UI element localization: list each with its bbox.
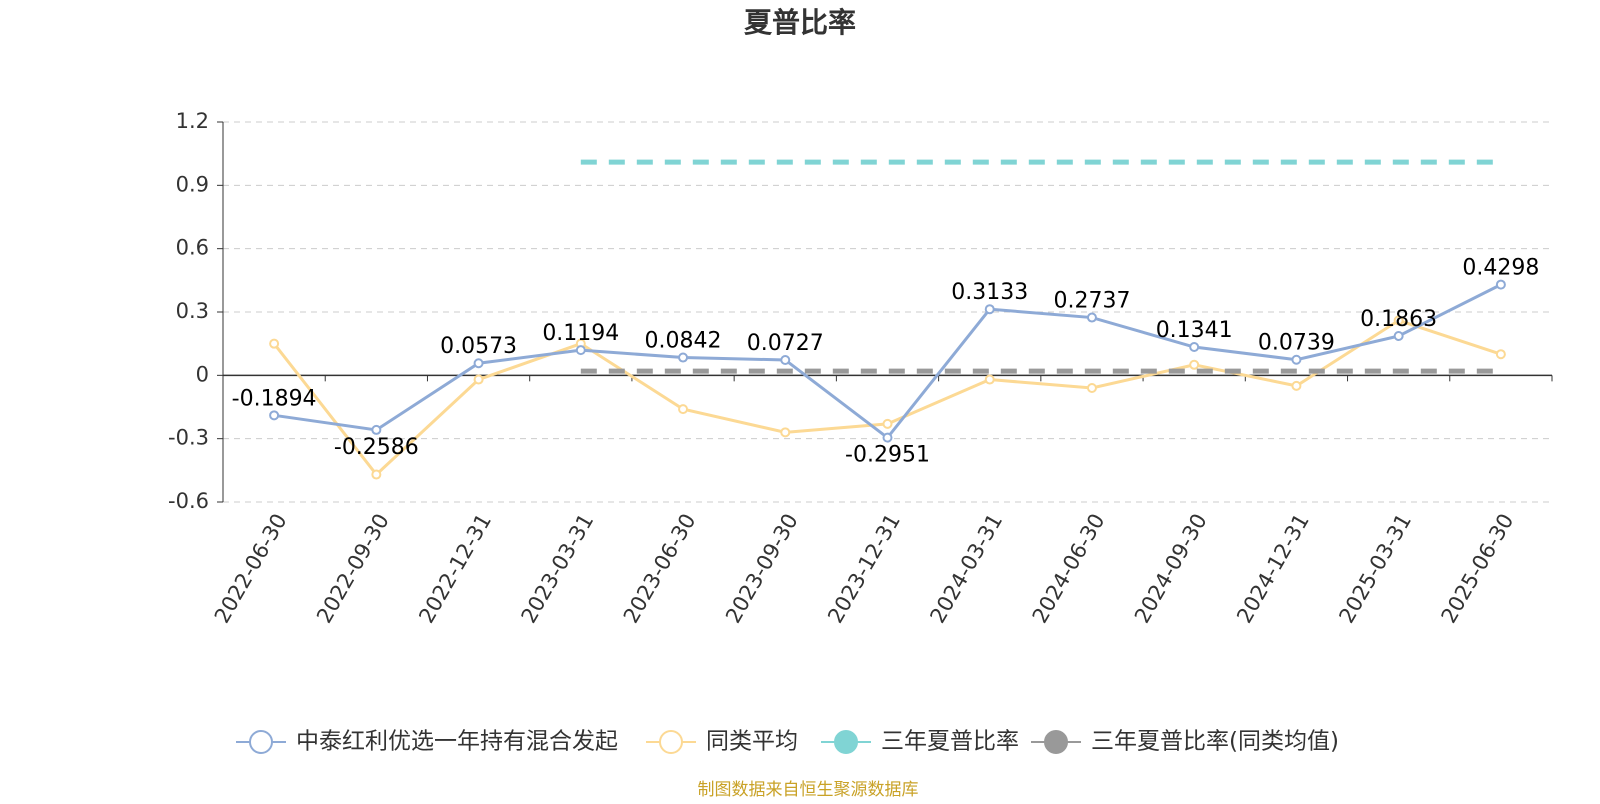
data-point (678, 352, 689, 363)
y-tick-label: 0.6 (176, 236, 209, 260)
data-point (1189, 342, 1200, 353)
data-point (1393, 331, 1404, 342)
x-tick-label: 2024-09-30 (1130, 510, 1212, 628)
x-tick-label: 2024-12-31 (1232, 510, 1314, 628)
data-point (371, 469, 382, 480)
y-tick-label: 1.2 (176, 109, 209, 133)
x-tick-label: 2022-09-30 (312, 510, 394, 628)
x-tick-label: 2025-03-31 (1334, 510, 1416, 628)
data-point (1291, 380, 1302, 391)
data-point (1495, 279, 1506, 290)
x-tick-label: 2023-03-31 (517, 510, 599, 628)
data-label: 0.2737 (1053, 289, 1130, 314)
data-point (575, 345, 586, 356)
x-tick-label: 2022-06-30 (210, 510, 292, 628)
x-tick-label: 2023-12-31 (823, 510, 905, 628)
legend-label: 三年夏普比率(同类均值) (1091, 729, 1339, 755)
series-line (273, 283, 1502, 440)
data-label: -0.2951 (845, 443, 930, 468)
data-point (882, 418, 893, 429)
legend-icon (249, 730, 273, 754)
data-point (1393, 315, 1404, 326)
data-point (1495, 349, 1506, 360)
legend-icon (834, 730, 858, 754)
x-tick-label: 2022-12-31 (414, 509, 496, 627)
data-point (1189, 359, 1200, 370)
y-tick-label: 0 (196, 362, 209, 386)
data-point (1086, 383, 1097, 393)
data-label: -0.2586 (334, 435, 419, 460)
source-note: 制图数据来自恒生聚源数据库 (698, 780, 919, 800)
y-tick-label: 0.9 (176, 172, 209, 196)
data-label: 0.1194 (542, 321, 619, 346)
data-label: -0.1894 (232, 386, 317, 411)
legend-icon (1044, 730, 1068, 754)
data-point (473, 358, 484, 369)
data-label: 0.4298 (1462, 256, 1539, 281)
data-label: 0.3133 (951, 280, 1028, 305)
data-point (984, 374, 995, 385)
data-point (678, 404, 689, 415)
data-point (473, 374, 484, 385)
data-label: 0.0739 (1258, 331, 1335, 356)
legend-label: 三年夏普比率 (881, 729, 1019, 755)
legend-label: 同类平均 (706, 729, 798, 755)
data-label: 0.0573 (440, 334, 517, 359)
data-label: 0.1341 (1156, 318, 1233, 343)
x-tick-label: 2023-06-30 (619, 510, 701, 628)
chart-title: 夏普比率 (744, 6, 856, 39)
x-tick-label: 2023-09-30 (721, 510, 803, 628)
data-point (780, 427, 791, 438)
x-tick-label: 2025-06-30 (1437, 510, 1519, 628)
legend-icon (659, 730, 683, 754)
data-point (882, 432, 893, 443)
x-tick-label: 2024-06-30 (1028, 510, 1110, 628)
y-tick-label: 0.3 (176, 299, 209, 323)
data-point (1086, 312, 1097, 323)
legend-label: 中泰红利优选一年持有混合发起 (296, 729, 618, 755)
data-point (269, 410, 280, 421)
y-tick-label: -0.6 (168, 489, 209, 513)
data-point (984, 304, 995, 315)
data-point (780, 354, 791, 365)
data-label: 0.0727 (747, 331, 824, 356)
data-point (269, 338, 280, 349)
data-label: 0.1863 (1360, 307, 1437, 332)
y-tick-label: -0.3 (168, 426, 209, 450)
x-tick-label: 2024-03-31 (925, 509, 1007, 627)
data-point (1291, 354, 1302, 365)
data-label: 0.0842 (645, 329, 722, 354)
data-point (371, 424, 382, 435)
